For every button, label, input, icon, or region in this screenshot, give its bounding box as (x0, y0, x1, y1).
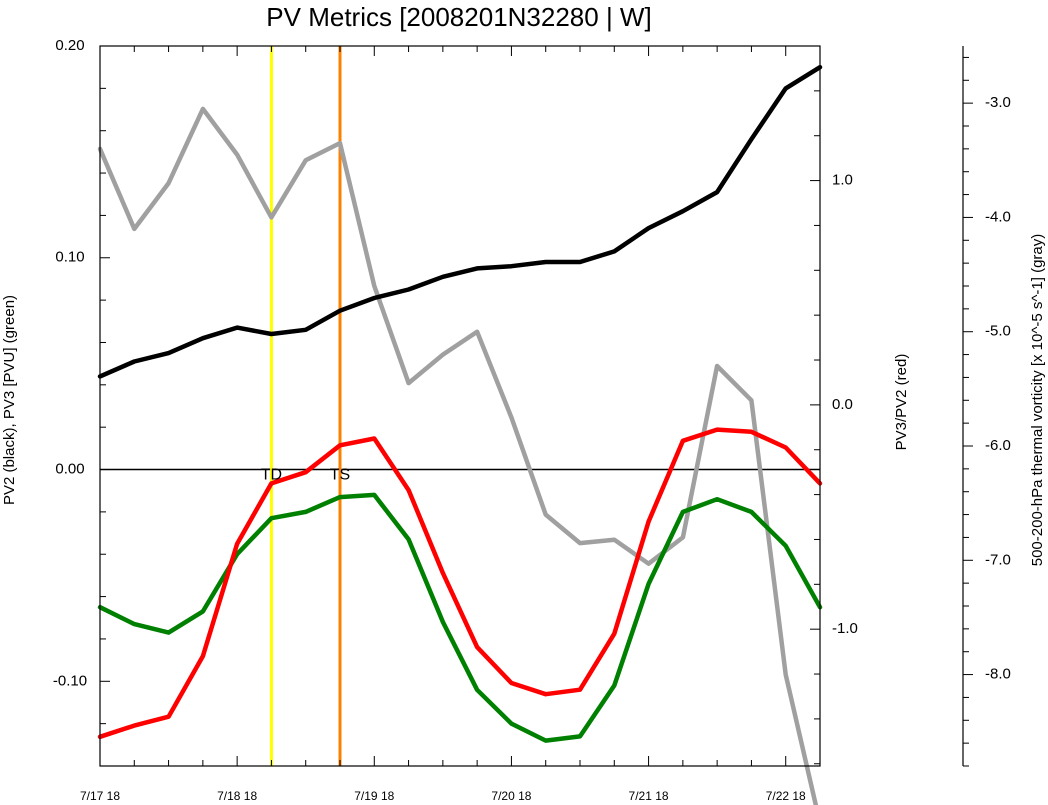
x-axis: 7/17 18 7/18 18 7/19 18 7/20 18 7/21 18 7/22 … (80, 46, 821, 803)
right-axis-title: PV3/PV2 (red) (893, 354, 910, 451)
series-line-3 (97, 106, 819, 805)
annotation-label-td: TD (261, 467, 282, 484)
x-tick-label: 7/17 18 (80, 789, 120, 803)
right-tick-label: 0.0 (832, 396, 853, 413)
chart-title: PV Metrics [2008201N32280 | W] (266, 2, 651, 32)
far-right-axis-title: 500-200-hPa thermal vorticity [x 10^-5 s… (1029, 234, 1046, 567)
x-tick-label: 7/20 18 (491, 789, 531, 803)
far-right-tick-label: -5.0 (985, 323, 1011, 340)
annotation-label-ts: TS (330, 467, 350, 484)
x-tick-label: 7/22 18 (766, 789, 806, 803)
far-right-tick-label: -6.0 (985, 437, 1011, 454)
left-tick-label: 0.20 (55, 37, 84, 54)
left-tick-label: 0.00 (55, 460, 84, 477)
series-line-0 (97, 64, 823, 379)
right-tick-label: 1.0 (832, 172, 853, 189)
right-axis: 1.0 0.0 -1.0 (810, 45, 858, 765)
left-axis-title: PV2 (black), PV3 [PVU] (green) (1, 295, 18, 505)
left-tick-label: -0.10 (53, 672, 87, 689)
far-right-tick-label: -3.0 (985, 94, 1011, 111)
series-layer (97, 46, 823, 805)
left-tick-label: 0.10 (55, 249, 84, 266)
far-right-tick-label: -7.0 (985, 551, 1011, 568)
far-right-axis: -3.0 -4.0 -5.0 -6.0 -7.0 -8.0 (962, 46, 1011, 767)
annotation-layer: TD TS (261, 467, 350, 484)
plot-frame (100, 46, 820, 766)
x-tick-label: 7/21 18 (629, 789, 669, 803)
series-line-2 (97, 427, 823, 740)
far-right-tick-label: -8.0 (985, 666, 1011, 683)
x-tick-label: 7/19 18 (354, 789, 394, 803)
series-line-1 (97, 492, 823, 743)
right-tick-label: -1.0 (832, 620, 858, 637)
far-right-tick-label: -4.0 (985, 208, 1011, 225)
x-tick-label: 7/18 18 (217, 789, 257, 803)
left-axis: 0.20 0.10 0.00 -0.10 (53, 37, 110, 767)
plot-border (99, 45, 821, 767)
